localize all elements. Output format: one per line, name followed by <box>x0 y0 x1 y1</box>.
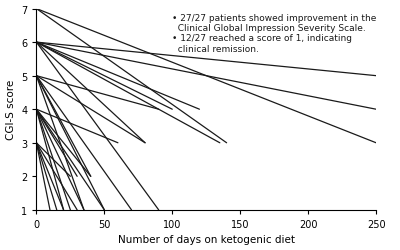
Y-axis label: CGI-S score: CGI-S score <box>6 80 16 140</box>
X-axis label: Number of days on ketogenic diet: Number of days on ketogenic diet <box>118 234 295 244</box>
Text: • 27/27 patients showed improvement in the
  Clinical Global Impression Severity: • 27/27 patients showed improvement in t… <box>172 14 377 54</box>
